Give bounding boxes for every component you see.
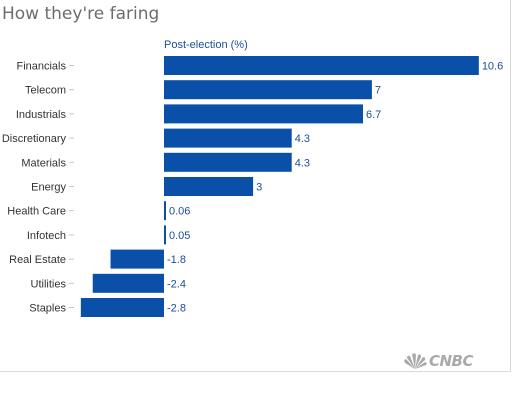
bar-telecom [164,80,372,100]
value-label: 6.7 [366,109,381,121]
bar-staples [80,298,164,317]
bar-materials [164,152,292,172]
value-label: 0.05 [169,230,190,242]
value-label: 0.06 [169,206,190,218]
bar-financials [164,56,479,75]
category-label: Health Care [7,206,66,218]
category-label: Materials [21,157,66,169]
value-label: 4.3 [295,157,310,169]
value-label: -2.4 [167,278,186,290]
value-label: -1.8 [167,254,186,266]
bar-discretionary [164,128,292,148]
category-label: Financials [16,61,66,73]
cnbc-logo: CNBC [402,352,502,370]
category-label: Real Estate [9,254,66,266]
bar-health-care [164,201,166,221]
logo-text: CNBC [429,352,474,370]
value-label: 7 [375,85,381,97]
bar-utilities [92,273,164,293]
peacock-icon [404,353,427,369]
category-label: Discretionary [2,133,67,145]
category-label: Energy [31,182,66,194]
series-label: Post-election (%) [164,39,248,51]
bar-infotech [164,225,166,245]
category-label: Infotech [27,230,66,242]
bar-real-estate [110,249,164,269]
bar-industrials [164,104,363,124]
category-label: Industrials [16,109,67,121]
category-label: Utilities [31,278,67,290]
chart-title: How they're faring [2,4,160,24]
value-label: 4.3 [295,133,310,145]
value-label: 3 [256,182,262,194]
value-label: 10.6 [482,61,503,73]
bar-energy [164,177,254,196]
chart-frame [0,0,511,372]
category-label: Staples [29,303,66,315]
category-label: Telecom [25,85,66,97]
value-label: -2.8 [167,303,186,315]
